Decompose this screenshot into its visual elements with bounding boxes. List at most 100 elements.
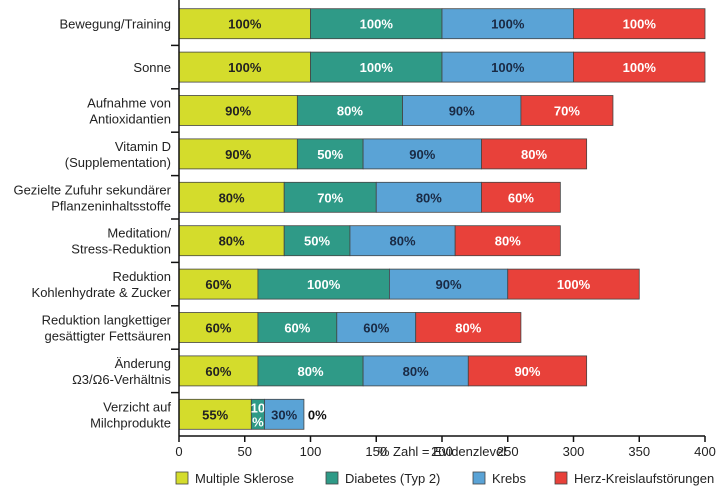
category-labels: Bewegung/Training Sonne Aufnahme von Antiox… (13, 17, 171, 431)
bar-value-label: 90% (225, 104, 251, 119)
bar-value-label: 100% (623, 17, 657, 32)
bar-value-label: 60% (205, 321, 231, 336)
bar-value-label: 80% (219, 190, 245, 205)
bar-segment (573, 51, 706, 83)
legend-item: Diabetes (Typ 2) (325, 471, 440, 486)
legend: Multiple Sklerose Diabetes (Typ 2) Krebs He… (175, 471, 714, 486)
bar-segment (415, 312, 522, 343)
bar-value-label: 80% (455, 321, 481, 336)
bar-segment (310, 8, 443, 40)
bar-segment (283, 181, 377, 213)
bar-segment (454, 225, 561, 257)
bar-value-label: 90% (436, 277, 462, 292)
bar-segment (520, 95, 614, 126)
category-label: Bewegung/Training (59, 17, 171, 32)
bar-value-label: 0% (308, 407, 327, 422)
bar-value-label: 100% (360, 60, 394, 75)
bar-value-label: 10% (251, 400, 265, 429)
bar-segment (507, 268, 640, 300)
bar-value-label: 80% (403, 364, 429, 379)
bar-value-label: 90% (409, 147, 435, 162)
axes: 0 50 100 150 200 250 300 350 400 (171, 0, 716, 459)
bar-segment (441, 8, 574, 40)
category-label: Vitamin D (Supplementation) (65, 139, 171, 170)
category-label: Verzicht auf Milchprodukte (90, 399, 171, 430)
legend-item: Multiple Sklerose (175, 471, 294, 486)
x-axis-label: % Zahl = Evidenzlevel (378, 444, 506, 459)
bar-segment (296, 95, 403, 126)
bar-segment (296, 138, 364, 170)
category-label: Meditation/Stress-Reduktion (71, 226, 171, 257)
legend-label: Multiple Sklerose (195, 471, 294, 486)
legend-swatch (325, 471, 339, 485)
bar-value-label: 100% (557, 277, 591, 292)
category-label: Gezielte Zufuhr sekundärer Pflanzeninhalt… (13, 182, 171, 213)
bar-value-label: 80% (219, 234, 245, 249)
bar-value-label: 60% (284, 321, 310, 336)
x-tick-label: 0 (175, 444, 182, 459)
bar-segment (481, 181, 561, 213)
bar-value-label: 80% (416, 190, 442, 205)
bar-value-label: 100% (491, 17, 525, 32)
bar-value-label: 70% (554, 104, 580, 119)
bar-value-label: 100% (491, 60, 525, 75)
x-tick-label: 50 (238, 444, 252, 459)
legend-item: Herz-Kreislaufstörungen (554, 471, 714, 486)
bar-segment (257, 355, 364, 387)
bar-value-label: 100% (228, 60, 262, 75)
legend-item: Krebs (472, 471, 526, 486)
bar-value-label: 60% (205, 364, 231, 379)
bar-value-label: 90% (225, 147, 251, 162)
bar-value-label: 100% (228, 17, 262, 32)
legend-swatch (554, 471, 568, 485)
legend-swatch (472, 471, 486, 485)
bars-layer: 100% 100% 100% 100% 100% 100% 100% 100% 90% 80% 90… (178, 8, 706, 430)
x-tick-label: 350 (628, 444, 650, 459)
bar-value-label: 50% (304, 234, 330, 249)
x-tick-label: 200 (431, 444, 453, 459)
bar-segment (573, 8, 706, 40)
bar-value-label: 80% (390, 234, 416, 249)
x-tick-label: 250 (497, 444, 519, 459)
bar-value-label: 60% (205, 277, 231, 292)
bar-value-label: 60% (363, 321, 389, 336)
bar-value-label: 100% (360, 17, 394, 32)
bar-value-label: 90% (514, 364, 540, 379)
category-label: Aufnahme von Antioxidantien (87, 96, 171, 127)
bar-segment (178, 8, 311, 40)
category-label: Sonne (133, 60, 171, 75)
bar-segment (481, 138, 588, 170)
x-tick-label: 300 (563, 444, 585, 459)
bar-value-label: 70% (317, 190, 343, 205)
bar-value-label: 100% (307, 277, 341, 292)
legend-label: Herz-Kreislaufstörungen (574, 471, 714, 486)
bar-value-label: 60% (508, 190, 534, 205)
bar-segment (178, 268, 259, 300)
bar-segment (362, 355, 469, 387)
bar-segment (375, 181, 482, 213)
bar-value-label: 50% (317, 147, 343, 162)
x-tick-label: 150 (365, 444, 387, 459)
bar-value-label: 80% (297, 364, 323, 379)
bar-segment (310, 51, 443, 83)
category-label: Reduktion Kohlenhydrate & Zucker (32, 269, 172, 300)
legend-label: Diabetes (Typ 2) (345, 471, 440, 486)
bar-segment (178, 312, 259, 343)
bar-segment (178, 225, 285, 257)
bar-value-label: 100% (623, 60, 657, 75)
bar-value-label: 80% (495, 234, 521, 249)
bar-segment (264, 398, 305, 430)
category-label: Änderung Ω3/Ω6-Verhältnis (72, 356, 171, 387)
bar-segment (349, 225, 456, 257)
bar-value-label: 80% (521, 147, 547, 162)
legend-label: Krebs (492, 471, 526, 486)
bar-value-label: 90% (449, 104, 475, 119)
legend-swatch (175, 471, 189, 485)
bar-value-label: 55% (202, 407, 228, 422)
bar-segment (178, 138, 298, 170)
bar-value-label: 30% (271, 407, 297, 422)
x-tick-label: 100 (300, 444, 322, 459)
bar-segment (178, 398, 252, 430)
x-tick-label: 400 (694, 444, 716, 459)
